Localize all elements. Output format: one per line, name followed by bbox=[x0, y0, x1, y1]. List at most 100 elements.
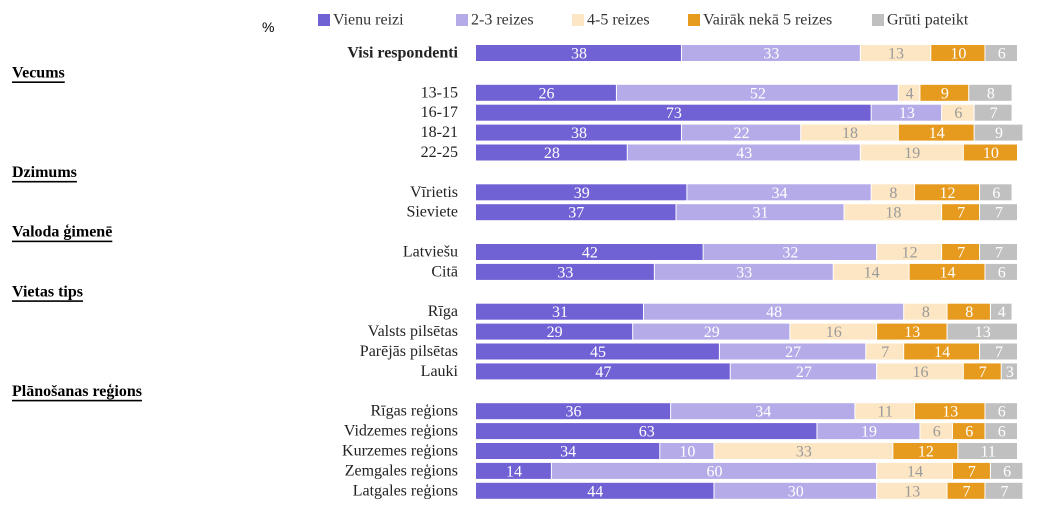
bar-segment bbox=[844, 204, 942, 221]
bar-segment bbox=[915, 184, 980, 201]
bar-segment bbox=[985, 423, 1017, 440]
category-label: Valsts pilsētas bbox=[368, 323, 458, 340]
value-label: 6 bbox=[965, 424, 973, 441]
value-label: 14 bbox=[929, 125, 945, 142]
bar-segment bbox=[980, 343, 1017, 360]
bar-segment bbox=[476, 124, 681, 141]
bar-segment bbox=[947, 482, 985, 499]
value-label: 7 bbox=[957, 245, 965, 262]
legend-label: 2-3 reizes bbox=[471, 12, 534, 29]
category-label: Latgales reģions bbox=[353, 482, 458, 499]
bar-segment bbox=[801, 124, 898, 141]
bar-segment bbox=[904, 343, 980, 360]
bar-segment bbox=[551, 462, 877, 479]
value-label: 34 bbox=[755, 404, 771, 421]
value-label: 7 bbox=[881, 344, 889, 361]
value-label: 7 bbox=[963, 483, 971, 500]
category-label: Kurzemes reģions bbox=[342, 443, 458, 460]
bar-segment bbox=[476, 323, 633, 340]
category-label: Vīrietis bbox=[410, 184, 458, 201]
bar-segment bbox=[893, 443, 958, 459]
bar-segment bbox=[947, 303, 990, 320]
value-label: 18 bbox=[842, 125, 858, 142]
bar-segment bbox=[476, 403, 671, 420]
bar-segment bbox=[476, 244, 703, 260]
value-label: 32 bbox=[782, 245, 798, 262]
value-label: 9 bbox=[941, 85, 949, 102]
value-label: 33 bbox=[763, 46, 779, 63]
bar-segment bbox=[871, 104, 942, 121]
value-label: 29 bbox=[704, 324, 720, 341]
legend-swatch bbox=[456, 14, 468, 26]
bar-segment bbox=[969, 84, 1012, 101]
bar-segment bbox=[476, 45, 681, 61]
bar-segment bbox=[476, 423, 817, 440]
bar-segment bbox=[974, 124, 1023, 141]
value-label: 26 bbox=[538, 85, 554, 102]
bar-segment bbox=[476, 263, 654, 280]
bar-segment bbox=[476, 462, 551, 479]
bar-segment bbox=[947, 323, 1017, 340]
value-label: 6 bbox=[998, 46, 1006, 63]
value-label: 12 bbox=[918, 444, 934, 461]
value-label: 14 bbox=[907, 463, 923, 480]
value-label: 33 bbox=[796, 444, 812, 461]
value-label: 6 bbox=[954, 105, 962, 122]
value-label: 22 bbox=[734, 125, 750, 142]
bar-segment bbox=[980, 244, 1017, 260]
value-label: 16 bbox=[826, 324, 842, 341]
bar-segment bbox=[644, 303, 904, 320]
value-label: 27 bbox=[796, 364, 812, 381]
bar-segment bbox=[730, 363, 877, 380]
legend-swatch bbox=[318, 14, 330, 26]
value-label: 7 bbox=[995, 245, 1003, 262]
value-label: 31 bbox=[753, 205, 769, 222]
category-label: 16-17 bbox=[421, 104, 458, 121]
value-label: 34 bbox=[772, 185, 788, 202]
value-label: 4 bbox=[998, 304, 1006, 321]
value-label: 11 bbox=[878, 404, 893, 421]
bar-segment bbox=[974, 104, 1012, 121]
bar-segment bbox=[616, 84, 898, 101]
legend-label: Grūti pateikt bbox=[887, 12, 969, 29]
bar-segment bbox=[476, 482, 714, 499]
value-label: 12 bbox=[940, 185, 956, 202]
bar-segment bbox=[877, 323, 947, 340]
bar-segment bbox=[877, 244, 942, 260]
value-label: 8 bbox=[987, 85, 995, 102]
value-label: 34 bbox=[560, 444, 576, 461]
value-label: 7 bbox=[979, 364, 987, 381]
bar-segment bbox=[990, 303, 1012, 320]
bar-segment bbox=[476, 144, 627, 161]
category-label: Lauki bbox=[421, 363, 459, 380]
value-label: 6 bbox=[933, 424, 941, 441]
bar-segment bbox=[877, 363, 963, 380]
value-label: 42 bbox=[582, 245, 598, 262]
value-label: 10 bbox=[950, 46, 966, 63]
bar-segment bbox=[942, 104, 974, 121]
value-label: 14 bbox=[864, 264, 880, 281]
unit-label: % bbox=[262, 19, 274, 35]
value-label: 6 bbox=[1003, 463, 1011, 480]
value-label: 14 bbox=[940, 264, 956, 281]
value-label: 38 bbox=[571, 125, 587, 142]
value-label: 7 bbox=[990, 105, 998, 122]
category-label: Rīgas reģions bbox=[370, 403, 458, 420]
value-label: 60 bbox=[706, 463, 722, 480]
bar-segment bbox=[952, 462, 990, 479]
bar-segment bbox=[671, 403, 855, 420]
value-label: 6 bbox=[992, 185, 1000, 202]
value-label: 13 bbox=[888, 46, 904, 63]
value-label: 13 bbox=[904, 324, 920, 341]
value-label: 7 bbox=[995, 205, 1003, 222]
value-label: 18 bbox=[885, 205, 901, 222]
bar-segment bbox=[714, 443, 893, 459]
bar-segment bbox=[476, 303, 644, 320]
value-label: 44 bbox=[587, 483, 603, 500]
value-label: 13 bbox=[942, 404, 958, 421]
value-label: 73 bbox=[666, 105, 682, 122]
legend-label: Vairāk nekā 5 reizes bbox=[703, 12, 832, 29]
bar-segment bbox=[985, 403, 1017, 420]
bar-segment bbox=[963, 363, 1001, 380]
value-label: 16 bbox=[912, 364, 928, 381]
